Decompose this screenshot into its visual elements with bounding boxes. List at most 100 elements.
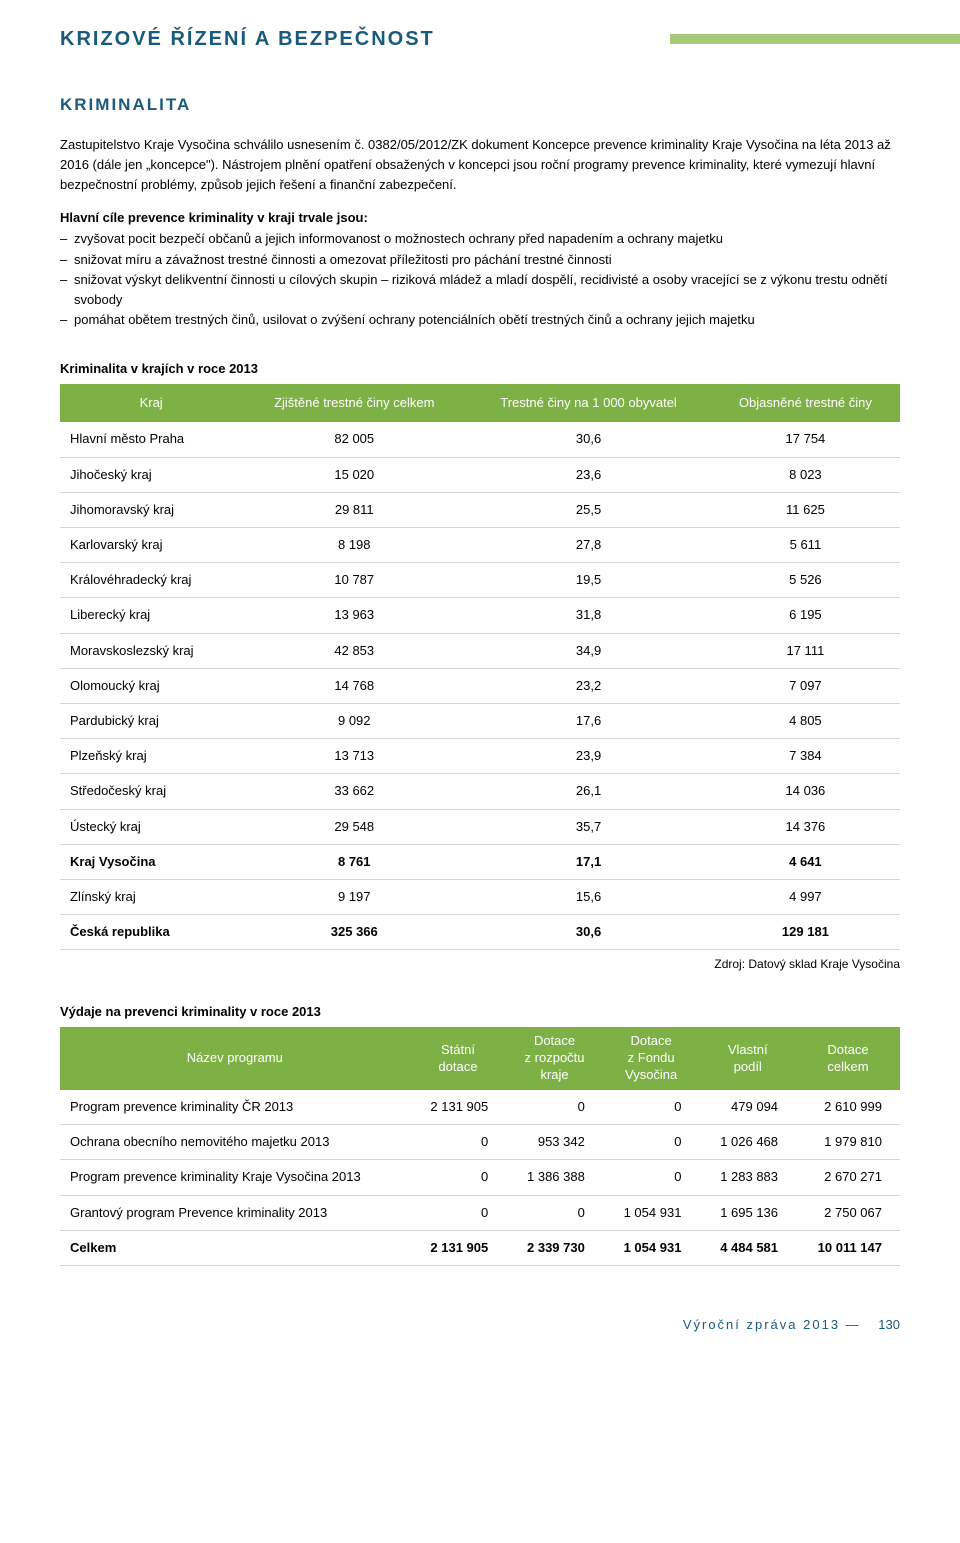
- table1-source: Zdroj: Datový sklad Kraje Vysočina: [60, 956, 900, 973]
- table-cell: 34,9: [466, 633, 711, 668]
- table-header-cell: Zjištěné trestné činy celkem: [242, 384, 466, 422]
- table-header-cell: Dotacez FonduVysočina: [603, 1027, 700, 1090]
- table-cell: 10 011 147: [796, 1230, 900, 1265]
- footer-sep: —: [846, 1317, 867, 1332]
- table-cell: 2 610 999: [796, 1090, 900, 1125]
- footer: Výroční zpráva 2013 — 130: [60, 1316, 900, 1334]
- table-cell: 1 054 931: [603, 1230, 700, 1265]
- table-cell: Hlavní město Praha: [60, 422, 242, 457]
- footer-page: 130: [878, 1317, 900, 1332]
- table-cell: Plzeňský kraj: [60, 739, 242, 774]
- table-cell: 0: [603, 1125, 700, 1160]
- table-cell: 25,5: [466, 492, 711, 527]
- table-cell: 14 036: [711, 774, 900, 809]
- intro-paragraph: Zastupitelstvo Kraje Vysočina schválilo …: [60, 135, 900, 195]
- table-cell: Královéhradecký kraj: [60, 563, 242, 598]
- table-cell: Kraj Vysočina: [60, 844, 242, 879]
- table-cell: 13 963: [242, 598, 466, 633]
- table-cell: 5 526: [711, 563, 900, 598]
- table-cell: 30,6: [466, 915, 711, 950]
- table-row: Moravskoslezský kraj42 85334,917 111: [60, 633, 900, 668]
- table-cell: 42 853: [242, 633, 466, 668]
- table-row: Program prevence kriminality ČR 20132 13…: [60, 1090, 900, 1125]
- table-row: Jihočeský kraj15 02023,68 023: [60, 457, 900, 492]
- table-cell: Karlovarský kraj: [60, 528, 242, 563]
- table-cell: 5 611: [711, 528, 900, 563]
- table-cell: 8 198: [242, 528, 466, 563]
- table-cell: 8 023: [711, 457, 900, 492]
- goals-list: zvyšovat pocit bezpečí občanů a jejich i…: [60, 229, 900, 330]
- table-cell: 33 662: [242, 774, 466, 809]
- table-row: Ochrana obecního nemovitého majetku 2013…: [60, 1125, 900, 1160]
- table-cell: 2 131 905: [410, 1090, 507, 1125]
- table-header-cell: Kraj: [60, 384, 242, 422]
- table-cell: Moravskoslezský kraj: [60, 633, 242, 668]
- table-cell: Liberecký kraj: [60, 598, 242, 633]
- table-cell: 14 376: [711, 809, 900, 844]
- table-row: Plzeňský kraj13 71323,97 384: [60, 739, 900, 774]
- table-row: Karlovarský kraj8 19827,85 611: [60, 528, 900, 563]
- table-cell: 1 026 468: [699, 1125, 796, 1160]
- footer-label: Výroční zpráva 2013: [683, 1317, 840, 1332]
- table-header-cell: Objasněné trestné činy: [711, 384, 900, 422]
- table-cell: Program prevence kriminality ČR 2013: [60, 1090, 410, 1125]
- table-cell: 479 094: [699, 1090, 796, 1125]
- table-cell: 953 342: [506, 1125, 603, 1160]
- table-cell: Olomoucký kraj: [60, 668, 242, 703]
- table-cell: 4 641: [711, 844, 900, 879]
- table-cell: Celkem: [60, 1230, 410, 1265]
- table1: KrajZjištěné trestné činy celkemTrestné …: [60, 384, 900, 950]
- table-cell: Česká republika: [60, 915, 242, 950]
- table-row: Program prevence kriminality Kraje Vysoč…: [60, 1160, 900, 1195]
- table-cell: 14 768: [242, 668, 466, 703]
- table-cell: 17 754: [711, 422, 900, 457]
- table-cell: 9 092: [242, 703, 466, 738]
- table2-title: Výdaje na prevenci kriminality v roce 20…: [60, 1003, 900, 1021]
- table-row: Královéhradecký kraj10 78719,55 526: [60, 563, 900, 598]
- table-row: Kraj Vysočina8 76117,14 641: [60, 844, 900, 879]
- table-header-cell: Dotacecelkem: [796, 1027, 900, 1090]
- table-cell: 2 750 067: [796, 1195, 900, 1230]
- table-cell: 0: [506, 1195, 603, 1230]
- table-cell: Jihomoravský kraj: [60, 492, 242, 527]
- table1-title: Kriminalita v krajích v roce 2013: [60, 360, 900, 378]
- table-cell: 7 097: [711, 668, 900, 703]
- table-cell: 10 787: [242, 563, 466, 598]
- table-row: Olomoucký kraj14 76823,27 097: [60, 668, 900, 703]
- table-cell: Ústecký kraj: [60, 809, 242, 844]
- goals-item: snižovat míru a závažnost trestné činnos…: [60, 250, 900, 270]
- table-row: Česká republika325 36630,6129 181: [60, 915, 900, 950]
- table-cell: 0: [410, 1160, 507, 1195]
- table-cell: 30,6: [466, 422, 711, 457]
- table-cell: 2 670 271: [796, 1160, 900, 1195]
- table-cell: 31,8: [466, 598, 711, 633]
- goals-heading: Hlavní cíle prevence kriminality v kraji…: [60, 209, 900, 227]
- table-cell: Středočeský kraj: [60, 774, 242, 809]
- table-cell: 7 384: [711, 739, 900, 774]
- table-header-cell: Vlastnípodíl: [699, 1027, 796, 1090]
- table-row: Hlavní město Praha82 00530,617 754: [60, 422, 900, 457]
- table-cell: 1 054 931: [603, 1195, 700, 1230]
- table-header-cell: Státnídotace: [410, 1027, 507, 1090]
- goals-item: snižovat výskyt delikventní činnosti u c…: [60, 270, 900, 310]
- table-cell: 27,8: [466, 528, 711, 563]
- table-cell: 129 181: [711, 915, 900, 950]
- table-row: Ústecký kraj29 54835,714 376: [60, 809, 900, 844]
- table-cell: 0: [603, 1160, 700, 1195]
- table-cell: Zlínský kraj: [60, 879, 242, 914]
- table-cell: 17 111: [711, 633, 900, 668]
- table-cell: Ochrana obecního nemovitého majetku 2013: [60, 1125, 410, 1160]
- table-cell: 0: [410, 1125, 507, 1160]
- table-cell: 6 195: [711, 598, 900, 633]
- table-cell: 4 484 581: [699, 1230, 796, 1265]
- table-cell: 0: [506, 1090, 603, 1125]
- table2: Název programuStátnídotaceDotacez rozpoč…: [60, 1027, 900, 1266]
- page-header: KRIZOVÉ ŘÍZENÍ A BEZPEČNOST: [60, 25, 900, 53]
- table-row: Celkem2 131 9052 339 7301 054 9314 484 5…: [60, 1230, 900, 1265]
- table-header-cell: Název programu: [60, 1027, 410, 1090]
- table-cell: 29 548: [242, 809, 466, 844]
- table-cell: 17,1: [466, 844, 711, 879]
- table-cell: 15,6: [466, 879, 711, 914]
- table-cell: 0: [603, 1090, 700, 1125]
- section-title: KRIMINALITA: [60, 93, 900, 117]
